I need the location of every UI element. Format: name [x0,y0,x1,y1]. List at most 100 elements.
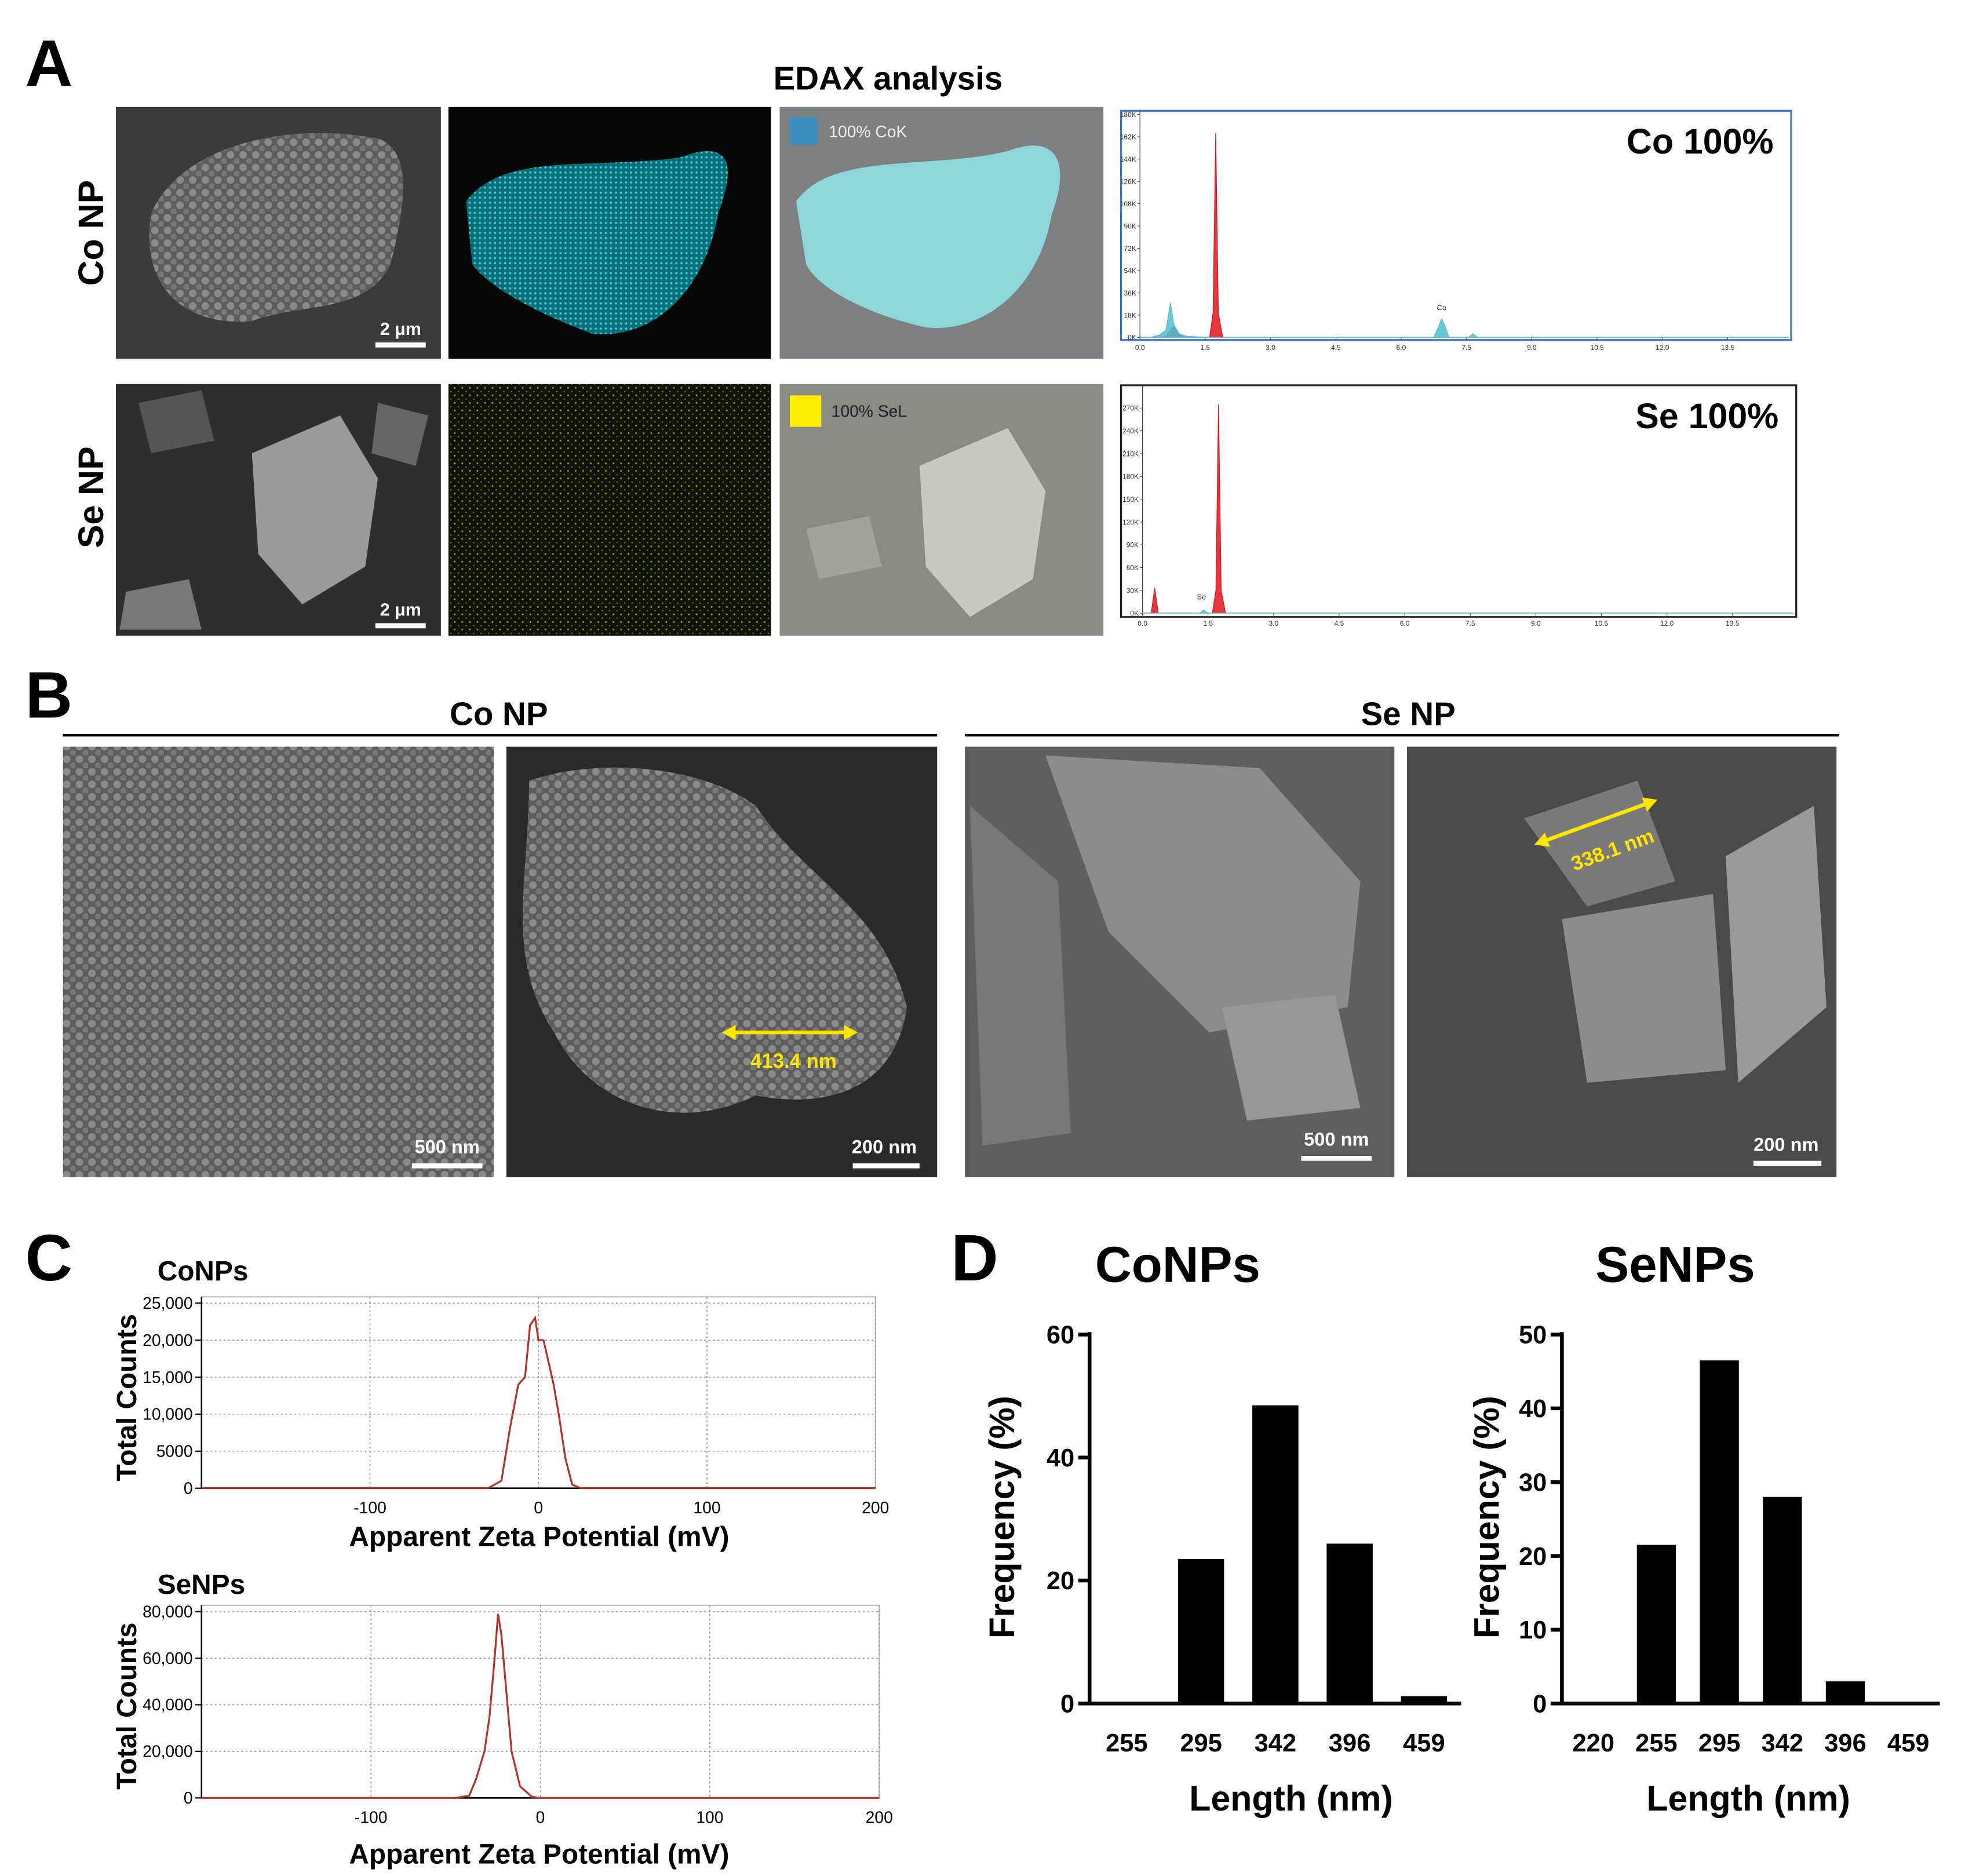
y-tick-label: 0 [1060,1690,1074,1718]
y-tick-label: 150K [1122,495,1139,503]
scale-bar-label: 2 μm [380,600,421,620]
x-tick-label: 10.5 [1590,344,1604,352]
chart-frame [1120,384,1798,618]
y-axis-label: Frequency (%) [982,1396,1022,1638]
x-tick-label: 1.5 [1201,344,1211,352]
measurement: 413.4 nm [750,1050,837,1072]
x-axis-label: Apparent Zeta Potential (mV) [349,1522,729,1553]
y-tick-label: 20,000 [143,1331,192,1349]
y-tick-label: 40 [1519,1395,1547,1423]
sem-image [506,746,938,1177]
x-axis-label: Length (nm) [1189,1779,1393,1818]
x-tick-label: 255 [1635,1729,1678,1757]
edax-title: EDAX analysis [774,60,1003,96]
x-tick-label: 295 [1698,1729,1741,1757]
element-map [448,384,771,636]
x-tick-label: -100 [353,1498,387,1517]
x-tick-label: 1.5 [1203,619,1213,627]
measure-arrow [1534,797,1658,847]
x-tick-label: 4.5 [1331,344,1341,352]
x-tick-label: 295 [1180,1729,1222,1757]
overlay-image [779,107,1104,359]
y-tick-label: 10,000 [143,1405,192,1424]
y-tick-label: 162K [1120,133,1136,141]
x-tick-label: 220 [1572,1729,1614,1757]
spectrum-peak [1140,302,1789,338]
chart-title: SeNPs [158,1570,245,1600]
y-tick-label: 60 [1047,1322,1074,1349]
y-tick-label: 20 [1047,1567,1074,1595]
annotation: Se [1197,593,1206,601]
x-tick-label: 255 [1106,1729,1148,1757]
y-tick-label: 18K [1124,311,1136,319]
y-tick-label: 40,000 [143,1695,192,1714]
sem-image [115,384,441,636]
element-map [448,107,771,359]
panel-label: C [25,1221,72,1294]
y-tick-label: 40 [1047,1444,1074,1472]
sem-image [965,746,1395,1177]
scale-bar-label: 200 nm [1753,1133,1818,1155]
x-tick-label: -100 [355,1808,388,1827]
y-tick-label: 20,000 [143,1742,192,1761]
y-tick-label: 90K [1124,222,1136,230]
spectrum-peak [1142,609,1794,614]
chart-title: SeNPs [1595,1236,1755,1293]
x-tick-label: 9.0 [1531,619,1541,627]
y-tick-label: 180K [1120,111,1136,119]
y-tick-label: 50 [1519,1322,1547,1349]
bar [1636,1545,1676,1704]
y-tick-label: 120K [1122,518,1139,526]
chart-title: Se 100% [1635,396,1778,436]
x-tick-label: 200 [862,1498,889,1517]
row-label: Se NP [71,446,111,548]
row-label: Co NP [71,180,111,286]
measure-arrow [721,1024,858,1041]
y-tick-label: 0 [184,1479,193,1497]
x-tick-label: 100 [696,1808,723,1827]
y-axis-label: Total Counts [112,1622,143,1789]
bar [1326,1543,1373,1704]
overlay-image [779,384,1104,636]
x-tick-label: 200 [866,1808,893,1827]
x-tick-label: 3.0 [1266,344,1275,352]
y-tick-label: 60,000 [143,1649,192,1667]
y-tick-label: 72K [1124,244,1136,253]
x-tick-label: 6.0 [1400,619,1410,627]
y-tick-label: 60K [1126,564,1139,572]
group-label: Se NP [1361,696,1456,732]
x-tick-label: 396 [1329,1729,1371,1757]
x-tick-label: 10.5 [1595,619,1609,627]
x-tick-label: 12.0 [1660,619,1674,627]
annotation: Co [1437,303,1447,312]
plot-frame [200,1296,876,1489]
chart-title: CoNPs [1095,1236,1260,1293]
y-tick-label: 210K [1122,450,1139,458]
y-tick-label: 80,000 [143,1602,192,1620]
chart-title: Co 100% [1627,122,1774,161]
x-tick-label: 9.0 [1527,344,1537,352]
y-tick-label: 30 [1519,1469,1547,1497]
y-tick-label: 20 [1519,1543,1547,1571]
data-line [201,1614,880,1799]
bar [1825,1681,1865,1704]
x-tick-label: 0 [536,1808,545,1827]
x-tick-label: 0.0 [1135,344,1145,352]
y-tick-label: 0K [1128,334,1136,342]
y-tick-label: 0 [184,1789,193,1807]
x-tick-label: 13.5 [1726,619,1740,627]
sem-image [115,107,441,359]
x-tick-label: 4.5 [1335,619,1344,627]
y-tick-label: 36K [1124,289,1136,297]
x-tick-label: 100 [693,1498,720,1517]
x-tick-label: 12.0 [1656,344,1669,352]
bar [1177,1559,1224,1704]
panel-label: A [25,27,72,100]
x-tick-label: 459 [1403,1729,1445,1757]
y-tick-label: 126K [1120,177,1136,185]
y-tick-label: 10 [1519,1616,1547,1644]
y-axis-label: Total Counts [112,1314,143,1481]
x-tick-label: 3.0 [1269,619,1279,627]
y-tick-label: 180K [1122,473,1139,481]
y-tick-label: 0K [1130,609,1139,618]
